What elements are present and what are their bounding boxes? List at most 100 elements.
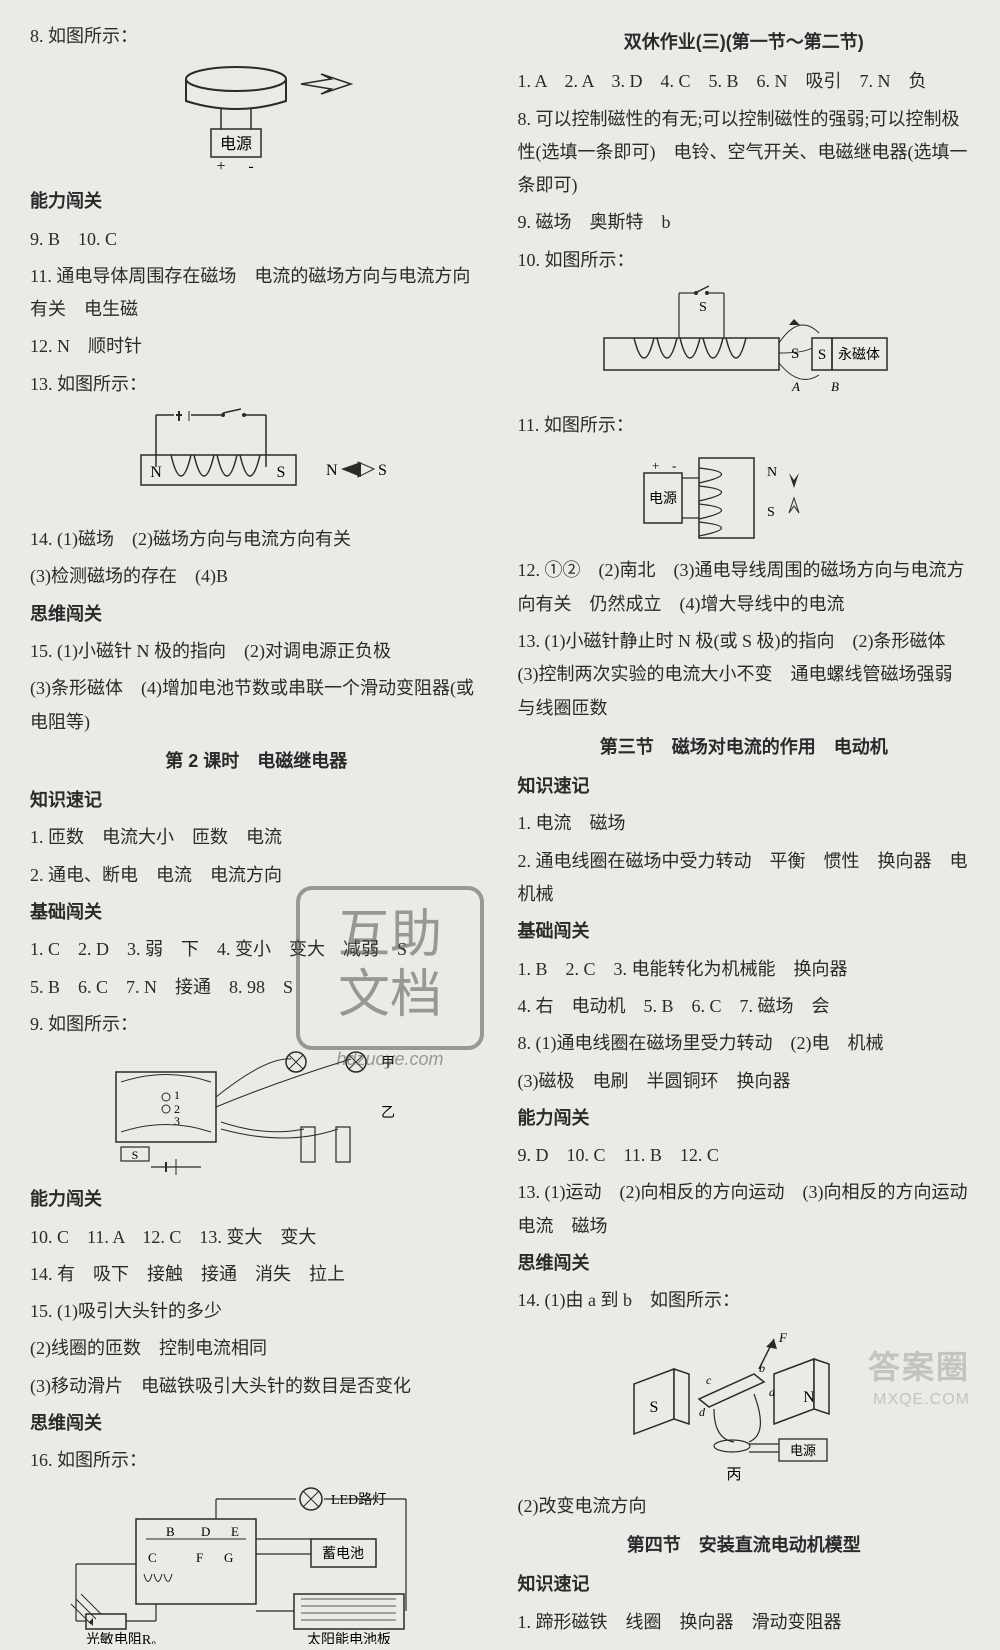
rq14-text: 14. (1)由 a 到 b 如图所示： xyxy=(518,1290,740,1310)
q14a: 14. (1)磁场 (2)磁场方向与电流方向有关 xyxy=(30,523,483,556)
arr-s: S xyxy=(378,462,386,479)
k1: 1. 匝数 电流大小 匝数 电流 xyxy=(30,821,483,854)
svg-text:S: S xyxy=(699,300,707,315)
svg-text:B: B xyxy=(831,379,839,394)
svg-text:-: - xyxy=(672,458,676,473)
source-label: 电源 xyxy=(649,491,677,507)
svg-text:F: F xyxy=(196,1550,203,1565)
svg-text:a: a xyxy=(769,1385,775,1399)
rk2: 2. 通电线圈在磁场中受力转动 平衡 惯性 换向器 电 机械 xyxy=(518,845,971,912)
s4-1: 1. 蹄形磁铁 线圈 换向器 滑动变阻器 xyxy=(518,1606,971,1639)
svg-text:A: A xyxy=(791,379,800,394)
q15b: (3)条形磁体 (4)增加电池节数或串联一个滑动变阻器(或电阻等) xyxy=(30,672,483,739)
ability-heading2: 能力闯关 xyxy=(30,1183,483,1216)
motor-source: 电源 xyxy=(790,1443,816,1458)
a10: 10. C 11. A 12. C 13. 变大 变大 xyxy=(30,1221,483,1254)
svg-text:c: c xyxy=(706,1373,712,1387)
svg-text:B: B xyxy=(166,1524,175,1539)
w10-text: 10. 如图所示： xyxy=(518,250,635,270)
w8: 8. 可以控制磁性的有无;可以控制磁性的强弱;可以控制极性(选填一条即可) 电铃… xyxy=(518,103,971,203)
battery-label: 蓄电池 xyxy=(322,1546,364,1562)
svg-text:3: 3 xyxy=(174,1114,180,1128)
b1: 1. C 2. D 3. 弱 下 4. 变小 变大 减弱 S xyxy=(30,933,483,966)
resistor-label: 光敏电阻R₀ xyxy=(86,1632,156,1644)
period2-title: 第 2 课时 电磁继电器 xyxy=(30,745,483,778)
switch-s: S xyxy=(132,1148,139,1162)
w13: 13. (1)小磁针静止时 N 极(或 S 极)的指向 (2)条形磁体 (3)控… xyxy=(518,625,971,725)
rb8: 8. (1)通电线圈在磁场里受力转动 (2)电 机械 xyxy=(518,1027,971,1060)
coil-n: N xyxy=(150,464,162,481)
knowledge-heading: 知识速记 xyxy=(30,784,483,817)
q16-figure: LED路灯 B D E C F G 蓄电池 太阳能电池板 xyxy=(66,1484,446,1644)
rb8b: (3)磁极 电刷 半圆铜环 换向器 xyxy=(518,1065,971,1098)
weekend-title: 双休作业(三)(第一节～第二节) xyxy=(518,26,971,59)
w11-text: 11. 如图所示： xyxy=(518,415,634,435)
w1: 1. A 2. A 3. D 4. C 5. B 6. N 吸引 7. N 负 xyxy=(518,65,971,98)
svg-text:1: 1 xyxy=(174,1088,180,1102)
q9-text: 9. 如图所示： xyxy=(30,1014,138,1034)
ability-heading: 能力闯关 xyxy=(30,185,483,218)
w10: 10. 如图所示： S S S 永磁体 A B xyxy=(518,244,971,403)
rb4: 4. 右 电动机 5. B 6. C 7. 磁场 会 xyxy=(518,990,971,1023)
r-ability: 能力闯关 xyxy=(518,1102,971,1135)
r-basic: 基础闯关 xyxy=(518,915,971,948)
magnet-label: 永磁体 xyxy=(838,347,880,363)
svg-text:G: G xyxy=(224,1550,233,1565)
q13-figure: N S N S xyxy=(126,407,386,517)
q8-text: 8. 如图所示： xyxy=(30,26,138,46)
svg-text:F: F xyxy=(778,1330,788,1345)
a15b: (2)线圈的匝数 控制电流相同 xyxy=(30,1332,483,1365)
a14: 14. 有 吸下 接触 接通 消失 拉上 xyxy=(30,1258,483,1291)
w11: 11. 如图所示： 电源 + - N S xyxy=(518,409,971,548)
led-label: LED路灯 xyxy=(331,1492,386,1508)
q16-text: 16. 如图所示： xyxy=(30,1450,147,1470)
rb1: 1. B 2. C 3. 电能转化为机械能 换向器 xyxy=(518,953,971,986)
q8-figure: 电源 + - N xyxy=(156,59,356,179)
basic-heading: 基础闯关 xyxy=(30,896,483,929)
watermark-sub: MXQE.COM xyxy=(873,1385,970,1415)
ra9: 9. D 10. C 11. B 12. C xyxy=(518,1139,971,1172)
q14b: (3)检测磁场的存在 (4)B xyxy=(30,560,483,593)
thinking-heading: 思维闯关 xyxy=(30,598,483,631)
section3-title: 第三节 磁场对电流的作用 电动机 xyxy=(518,731,971,764)
svg-text:E: E xyxy=(231,1524,239,1539)
q16: 16. 如图所示： LED路灯 B D E C F G 蓄电池 xyxy=(30,1444,483,1643)
w9: 9. 磁场 奥斯特 b xyxy=(518,206,971,239)
w11-figure: 电源 + - N S xyxy=(634,448,854,548)
q9p: 9. 如图所示： 1 2 3 S 甲 xyxy=(30,1008,483,1177)
a15c: (3)移动滑片 电磁铁吸引大头针的数目是否变化 xyxy=(30,1370,483,1403)
q9-figure: 1 2 3 S 甲 乙 xyxy=(106,1047,406,1177)
svg-text:N: N xyxy=(767,465,777,480)
q8: 8. 如图所示： 电源 + - N xyxy=(30,20,483,179)
thinking-heading2: 思维闯关 xyxy=(30,1407,483,1440)
left-column: 8. 如图所示： 电源 + - N 能力闯关 9. B 10. C 11. 通电… xyxy=(30,20,483,1650)
section4-title: 第四节 安装直流电动机模型 xyxy=(518,1529,971,1562)
r-knowledge2: 知识速记 xyxy=(518,1568,971,1601)
svg-text:d: d xyxy=(699,1405,706,1419)
label-bing: 丙 xyxy=(726,1467,741,1483)
q15a: 15. (1)小磁针 N 极的指向 (2)对调电源正负极 xyxy=(30,635,483,668)
svg-text:D: D xyxy=(201,1524,210,1539)
lbl-jia: 甲 xyxy=(381,1056,395,1071)
minus: - xyxy=(249,158,254,175)
rk1: 1. 电流 磁场 xyxy=(518,807,971,840)
arr-n: N xyxy=(326,462,338,479)
r-knowledge: 知识速记 xyxy=(518,770,971,803)
coil-s: S xyxy=(277,464,286,481)
r-thinking: 思维闯关 xyxy=(518,1247,971,1280)
a15a: 15. (1)吸引大头针的多少 xyxy=(30,1295,483,1328)
lbl-yi: 乙 xyxy=(381,1105,395,1121)
power-label: 电源 xyxy=(220,135,252,153)
plus: + xyxy=(217,158,226,175)
solar-label: 太阳能电池板 xyxy=(307,1632,391,1644)
q11: 11. 通电导体周围存在磁场 电流的磁场方向与电流方向有关 电生磁 xyxy=(30,260,483,327)
w12: 12. ①② (2)南北 (3)通电导线周围的磁场方向与电流方向有关 仍然成立 … xyxy=(518,554,971,621)
k2: 2. 通电、断电 电流 电流方向 xyxy=(30,859,483,892)
rq14b: (2)改变电流方向 xyxy=(518,1490,971,1523)
svg-text:S: S xyxy=(818,347,826,363)
svg-text:+: + xyxy=(652,458,659,473)
svg-text:C: C xyxy=(148,1550,157,1565)
q13-text: 13. 如图所示： xyxy=(30,374,147,394)
svg-text:S: S xyxy=(767,505,775,520)
q12: 12. N 顺时针 xyxy=(30,330,483,363)
